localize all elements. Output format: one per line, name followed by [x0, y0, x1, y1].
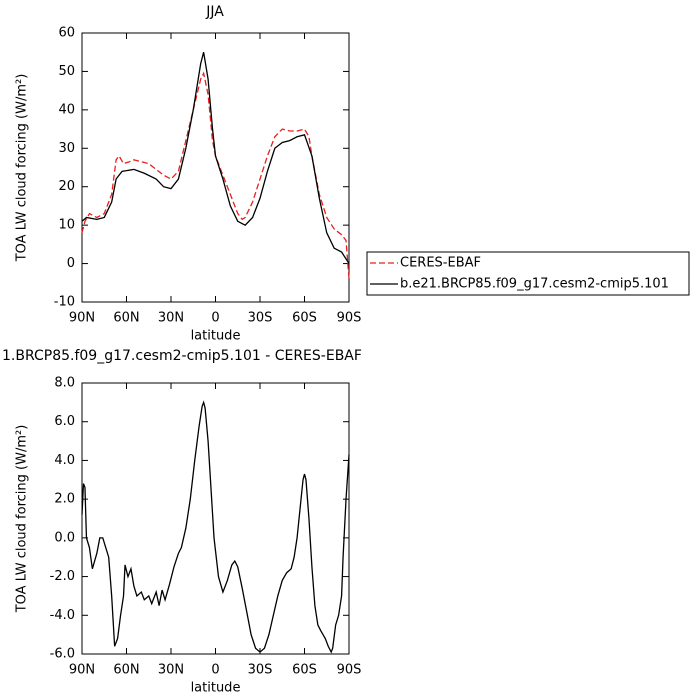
- x-tick-label: 90S: [337, 311, 362, 326]
- y-tick-label: 10: [58, 218, 75, 233]
- x-tick-label: 30S: [248, 663, 273, 678]
- legend-label: CERES-EBAF: [400, 256, 481, 271]
- y-tick-label: 0.0: [54, 530, 75, 545]
- y-axis-label: TOA LW cloud forcing (W/m²): [15, 425, 30, 614]
- y-tick-label: 60: [58, 26, 75, 41]
- y-tick-label: 40: [58, 102, 75, 117]
- x-tick-label: 90N: [69, 663, 95, 678]
- y-tick-label: 20: [58, 179, 75, 194]
- chart-title: JJA: [205, 4, 224, 20]
- x-axis-label: latitude: [191, 329, 241, 344]
- y-tick-label: 8.0: [54, 376, 75, 391]
- y-tick-label: -2.0: [50, 569, 75, 584]
- x-tick-label: 30S: [248, 311, 273, 326]
- y-tick-label: 50: [58, 64, 75, 79]
- x-tick-label: 30N: [158, 663, 184, 678]
- x-tick-label: 30N: [158, 311, 184, 326]
- x-axis-label: latitude: [191, 681, 241, 696]
- x-tick-label: 60S: [292, 663, 317, 678]
- plot-frame: [81, 32, 350, 303]
- y-tick-label: -10: [54, 295, 75, 310]
- x-tick-label: 60S: [292, 311, 317, 326]
- legend-box: [366, 251, 690, 296]
- data-line: [81, 400, 350, 654]
- y-tick-label: -4.0: [50, 608, 75, 623]
- x-tick-label: 0: [211, 311, 219, 326]
- x-tick-label: 60N: [113, 311, 139, 326]
- chart-title: 1.BRCP85.f09_g17.cesm2-cmip5.101 - CERES…: [2, 348, 362, 364]
- y-axis-label: TOA LW cloud forcing (W/m²): [15, 74, 30, 263]
- y-tick-label: 6.0: [54, 414, 75, 429]
- y-tick-label: 0: [67, 256, 75, 271]
- x-tick-label: 0: [211, 663, 219, 678]
- x-tick-label: 90S: [337, 663, 362, 678]
- x-tick-label: 60N: [113, 663, 139, 678]
- y-tick-label: 2.0: [54, 492, 75, 507]
- data-line: [81, 71, 350, 279]
- data-line: [81, 52, 350, 264]
- y-tick-label: 4.0: [54, 453, 75, 468]
- y-tick-label: -6.0: [50, 647, 75, 662]
- y-tick-label: 30: [58, 141, 75, 156]
- x-tick-label: 90N: [69, 311, 95, 326]
- legend-label: b.e21.BRCP85.f09_g17.cesm2-cmip5.101: [400, 277, 669, 292]
